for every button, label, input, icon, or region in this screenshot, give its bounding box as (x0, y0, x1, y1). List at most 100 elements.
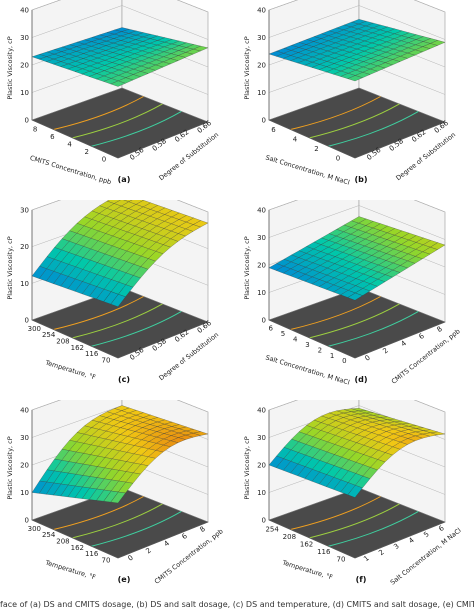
z-tick-label: 0 (25, 317, 29, 325)
z-axis-label: Plastic Viscosity, cP (243, 436, 251, 499)
z-tick-label: 20 (257, 262, 266, 270)
floor-contour (72, 103, 163, 139)
x-tick-label: 0 (342, 357, 346, 365)
y-tick-label: 0 (364, 354, 372, 363)
panel-b: 10 20 30 40 0 6 4 2 0 0.56 0.58 0.62 0.66 Salt Concen… (237, 0, 474, 200)
z-tick-label: 10 (257, 489, 266, 497)
x-tick-label: 8 (33, 125, 37, 133)
x-tick-label: 116 (85, 350, 99, 358)
z-gridline (31, 400, 209, 413)
z-tick-label: 20 (20, 243, 29, 251)
x-tick-label: 0 (336, 154, 340, 162)
z-tick-label: 30 (257, 434, 266, 442)
z-tick-label: 30 (20, 207, 29, 215)
x-tick-label: 300 (28, 325, 41, 333)
z-axis-label: Plastic Viscosity, cP (6, 36, 14, 99)
surface-b (268, 19, 446, 82)
x-tick-label: 3 (305, 341, 309, 349)
z-tick-label: 30 (257, 234, 266, 242)
x-tick-label: 1 (330, 352, 334, 360)
y-tick-label: 4 (400, 339, 409, 348)
z-gridline (31, 0, 209, 13)
y-tick-label: 0 (127, 554, 135, 563)
x-tick-label: 162 (71, 344, 84, 352)
floor-contour (91, 511, 182, 547)
surface-cell (110, 80, 126, 87)
surface-c (31, 200, 209, 307)
z-tick-label: 30 (20, 434, 29, 442)
z-axis-label: Plastic Viscosity, cP (6, 236, 14, 299)
panel-label: (c) (118, 375, 130, 384)
x-tick-label: 70 (102, 557, 111, 565)
z-gridline (31, 5, 209, 40)
floor-contour (328, 111, 419, 147)
z-tick-label: 10 (20, 280, 29, 288)
z-tick-label: 40 (257, 407, 266, 415)
z-gridline (31, 200, 209, 213)
x-axis-label: CMITS Concentration, ppb (29, 154, 112, 186)
x-axis-label: Temperature, °F (43, 358, 97, 381)
x-axis-label: Temperature, °F (43, 558, 97, 581)
x-tick-label: 2 (314, 145, 318, 153)
floor-contour (328, 511, 419, 547)
x-tick-label: 2 (85, 148, 89, 156)
y-tick-label: 2 (377, 548, 385, 557)
z-tick-label: 40 (20, 7, 29, 15)
surface-f (268, 408, 446, 498)
z-tick-label: 0 (262, 517, 266, 525)
x-tick-label: 70 (336, 556, 345, 564)
z-axis-label: Plastic Viscosity, cP (243, 236, 251, 299)
floor-contour (72, 503, 163, 539)
z-tick-label: 0 (262, 317, 266, 325)
floor-contour (91, 111, 182, 147)
z-tick-label: 20 (20, 462, 29, 470)
y-tick-label: 6 (181, 532, 190, 541)
panel-label: (e) (118, 575, 131, 584)
floor-contour (53, 296, 144, 330)
z-tick-label: 10 (257, 89, 266, 97)
base-edges (31, 319, 209, 359)
y-tick-label: 8 (199, 525, 207, 534)
y-tick-label: 5 (422, 530, 430, 539)
x-tick-label: 208 (283, 533, 296, 541)
x-tick-label: 4 (293, 335, 298, 343)
floor-contour (53, 496, 144, 530)
y-tick-label: 6 (437, 524, 446, 533)
z-tick-label: 10 (257, 289, 266, 297)
x-tick-label: 70 (102, 357, 111, 365)
panel-label: (d) (354, 375, 367, 384)
x-tick-label: 254 (42, 331, 56, 339)
x-tick-label: 5 (281, 330, 285, 338)
z-tick-label: 10 (20, 489, 29, 497)
floor-contour (72, 303, 163, 339)
surface-cell (347, 75, 363, 82)
x-tick-label: 162 (300, 540, 313, 548)
floor-contour (309, 303, 400, 339)
z-tick-label: 30 (257, 34, 266, 42)
z-tick-label: 0 (25, 117, 29, 125)
surface-cell (347, 485, 363, 498)
floor-contour (309, 503, 400, 539)
y-tick-label: 2 (145, 546, 153, 555)
x-axis-label: Temperature, °F (280, 558, 334, 581)
panel-label: (f) (356, 575, 367, 584)
surface-cell (110, 491, 126, 504)
x-tick-label: 208 (56, 538, 69, 546)
z-tick-label: 0 (262, 117, 266, 125)
x-tick-label: 6 (271, 126, 276, 134)
base-edges (268, 519, 446, 559)
surface-cell (347, 292, 363, 301)
z-axis-label: Plastic Viscosity, cP (243, 36, 251, 99)
base-edges (268, 319, 446, 359)
z-gridline (268, 0, 446, 13)
z-tick-label: 20 (257, 62, 266, 70)
base-edges (268, 119, 446, 159)
x-tick-label: 6 (268, 325, 273, 333)
z-tick-label: 10 (20, 89, 29, 97)
surface-a (31, 27, 209, 87)
